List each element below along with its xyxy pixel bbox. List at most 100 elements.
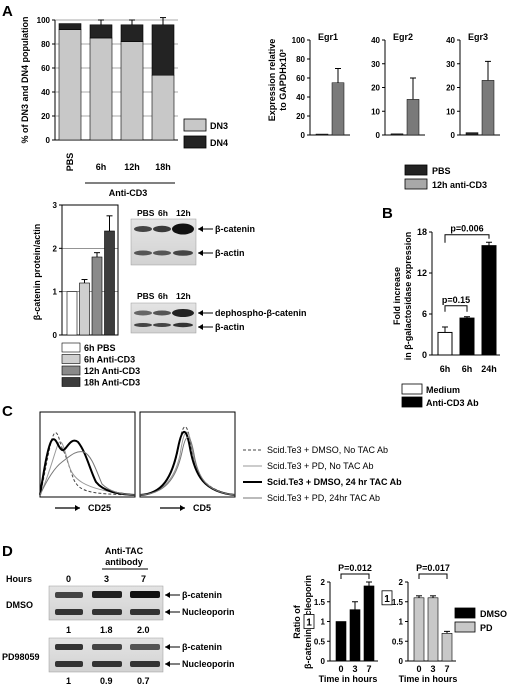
c-cd5-curve-dmso-tac bbox=[139, 430, 236, 496]
d1-ytick-label: 0.5 bbox=[314, 637, 326, 646]
b-pvalue-2: p=0.006 bbox=[450, 224, 483, 234]
blot-a-top: PBS 6h 12h β-catenin β-actin bbox=[130, 208, 255, 266]
c-legend-2: Scid.Te3 + PD, No TAC Ab bbox=[267, 461, 373, 471]
a2-legend-swatch-12h bbox=[404, 178, 428, 190]
d2-xlabel: Time in hours bbox=[399, 674, 458, 684]
a2-ytick-label: 30 bbox=[446, 60, 455, 69]
a2-ytick-label: 80 bbox=[296, 55, 305, 64]
d-row-dmso-val-7: 2.0 bbox=[137, 625, 150, 635]
a3-bar bbox=[79, 282, 90, 336]
a2-ytick-label: 40 bbox=[446, 36, 455, 45]
a3-legend-swatch bbox=[61, 377, 81, 387]
a1-xtick-label: PBS bbox=[65, 153, 75, 172]
a2-ytick-label: 0 bbox=[376, 131, 381, 140]
d1-ytick-label: 0 bbox=[321, 657, 326, 666]
a2-subplot-title: Egr3 bbox=[468, 32, 488, 42]
a1-legend-swatch-dn3 bbox=[183, 118, 207, 132]
blot-a-bottom-band-dephospho: dephospho-β-catenin bbox=[215, 308, 307, 318]
a1-legend-dn4: DN4 bbox=[210, 138, 228, 148]
blots-d: Anti-TAC antibody Hours 0 3 7 DMSO β-cat… bbox=[2, 546, 235, 686]
a2-subplot-egr2: Egr2 0 10 20 30 40 bbox=[371, 32, 425, 140]
a3-legend-swatch bbox=[61, 354, 81, 364]
blots-a: PBS 6h 12h β-catenin β-actin PBS 6h 12h bbox=[130, 208, 307, 334]
a1-xtick-label: 6h bbox=[96, 162, 107, 172]
a1-ytick-label: 80 bbox=[41, 40, 50, 49]
panel-label-d: D bbox=[2, 543, 13, 560]
b-legend-anticd3: Anti-CD3 Ab bbox=[426, 398, 479, 408]
d-row-dmso-val-3: 1.8 bbox=[100, 625, 113, 635]
b-legend-medium: Medium bbox=[426, 385, 460, 395]
a2-ytick-label: 0 bbox=[301, 131, 306, 140]
b-ytick-label: 12 bbox=[417, 268, 427, 278]
d2-bar bbox=[427, 597, 439, 662]
d-antibody-line2: antibody bbox=[105, 557, 143, 567]
b-legend-swatch-anticd3 bbox=[401, 396, 423, 408]
d2-ytick-label: 0.5 bbox=[392, 637, 404, 646]
d2-ytick-label: 2 bbox=[399, 578, 404, 587]
a2-bar bbox=[390, 133, 404, 136]
d2-legend-dmso: DMSO bbox=[480, 609, 507, 619]
a2-ytick-label: 100 bbox=[292, 36, 306, 45]
c-legend-4: Scid.Te3 + PD, 24hr TAC Ab bbox=[267, 493, 380, 503]
b-ytick-label: 0 bbox=[422, 350, 427, 360]
d2-boxed-ref bbox=[381, 590, 393, 606]
a2-ytick-label: 20 bbox=[296, 112, 305, 121]
a3-legend-label: 18h Anti-CD3 bbox=[84, 378, 140, 388]
a2-subplot-egr3: Egr3 0 10 20 30 40 bbox=[446, 32, 500, 140]
a2-ytick-label: 20 bbox=[446, 84, 455, 93]
d2-legend-pd: PD bbox=[480, 623, 493, 633]
d1-bar bbox=[335, 621, 347, 662]
blot-a-top-lane-6h: 6h bbox=[158, 208, 168, 218]
a1-bar-dn3 bbox=[89, 37, 113, 141]
chart-a1: 0 20 40 60 80 100 PBS 6h 12h 18h % of DN3 and DN… bbox=[20, 16, 228, 198]
a1-ytick-label: 60 bbox=[41, 64, 50, 73]
d-lane-0: 0 bbox=[66, 574, 71, 584]
d2-xtick-label: 0 bbox=[416, 664, 421, 674]
d1-bracket bbox=[340, 573, 370, 579]
panel-label-b: B bbox=[382, 205, 393, 222]
d-row-dmso-label: DMSO bbox=[6, 600, 33, 610]
d1-ytick-label: 1 bbox=[321, 618, 326, 627]
a2-ytick-label: 40 bbox=[371, 36, 380, 45]
b-bar bbox=[481, 245, 497, 356]
blot-a-bottom-band-actin: β-actin bbox=[215, 322, 245, 332]
b-ytick-label: 6 bbox=[422, 309, 427, 319]
b-legend-swatch-medium bbox=[401, 383, 423, 395]
chart-b: Fold increase in β-galactosidase express… bbox=[392, 224, 500, 408]
a1-bar-dn3 bbox=[58, 29, 82, 141]
c-xlabel-cd5: CD5 bbox=[193, 503, 211, 513]
a1-legend-dn3: DN3 bbox=[210, 121, 228, 131]
d1-ytick-label: 2 bbox=[321, 578, 326, 587]
d2-xtick-label: 3 bbox=[430, 664, 435, 674]
a3-legend-label: 6h PBS bbox=[84, 343, 116, 353]
a2-ytick-label: 20 bbox=[371, 84, 380, 93]
a3-legend-swatch bbox=[61, 342, 81, 353]
b-xtick-label: 6h bbox=[440, 364, 451, 374]
d-row-pd-band-nucleoporin: Nucleoporin bbox=[182, 659, 235, 669]
b-bar bbox=[437, 331, 453, 356]
a3-ytick-label: 0 bbox=[53, 331, 58, 340]
a3-bar bbox=[104, 230, 115, 336]
blot-a-bottom-lane-pbs: PBS bbox=[137, 291, 155, 301]
chart-d1: Ratio of β-catenin/nucleoporin 00.511.52… bbox=[292, 563, 378, 684]
blot-a-bottom: PBS 6h 12h dephospho-β-catenin β-actin bbox=[130, 291, 307, 334]
d1-ylabel-line1: Ratio of bbox=[292, 604, 302, 638]
d2-bar bbox=[441, 633, 453, 662]
a1-ytick-label: 40 bbox=[41, 88, 50, 97]
a2-ytick-label: 10 bbox=[371, 107, 380, 116]
a2-ytick-label: 0 bbox=[451, 131, 456, 140]
panel-label-a: A bbox=[2, 3, 13, 20]
a3-legend-label: 12h Anti-CD3 bbox=[84, 366, 140, 376]
d2-legend-swatch-pd bbox=[454, 621, 476, 633]
a1-ytick-label: 20 bbox=[41, 112, 50, 121]
d1-xtick-label: 7 bbox=[366, 664, 371, 674]
d-lane-3: 3 bbox=[104, 574, 109, 584]
a2-ylabel-line2: to GAPDHx10³ bbox=[278, 49, 288, 111]
b-ylabel-line2: in β-galactosidase expression bbox=[403, 232, 413, 361]
c-cd25-curve-dmso-tac bbox=[39, 438, 136, 496]
a1-legend-swatch-dn4 bbox=[183, 135, 207, 149]
blot-a-bottom-lane-12h: 12h bbox=[176, 291, 191, 301]
d2-bracket bbox=[418, 573, 448, 579]
